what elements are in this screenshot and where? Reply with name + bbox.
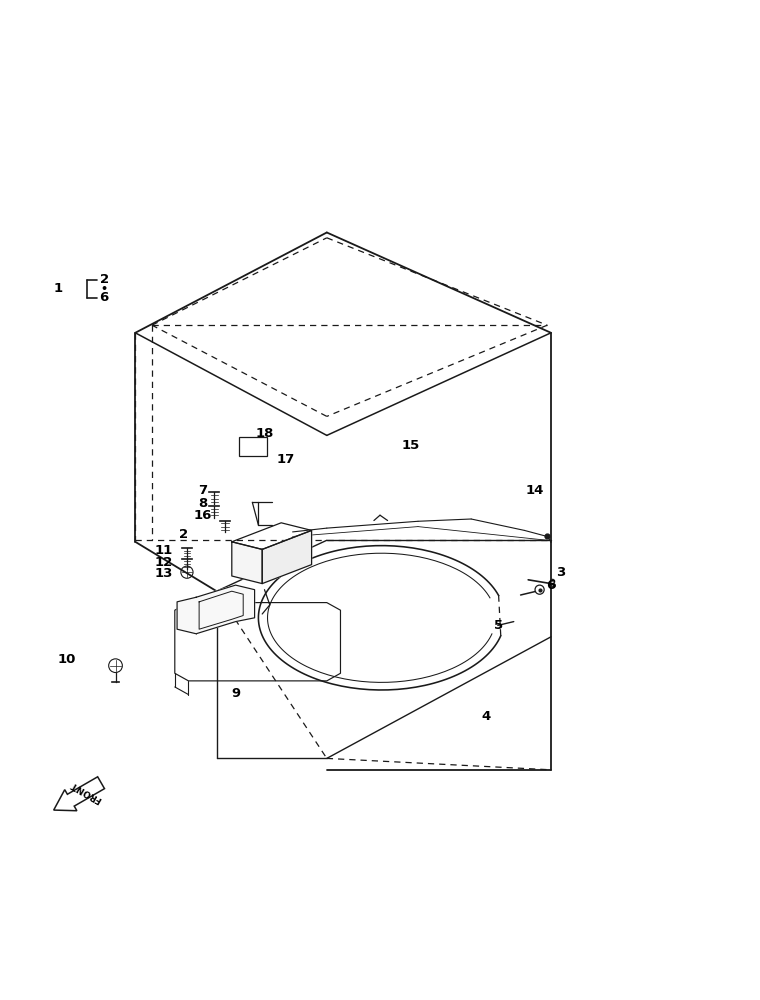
Text: •: • <box>100 284 108 294</box>
Text: 16: 16 <box>194 509 212 522</box>
Polygon shape <box>262 530 312 584</box>
Text: 2: 2 <box>100 273 109 286</box>
Text: 8: 8 <box>198 497 207 510</box>
Text: 1: 1 <box>53 282 62 295</box>
Text: 12: 12 <box>154 556 173 569</box>
Text: 4: 4 <box>482 710 491 723</box>
Polygon shape <box>54 777 105 811</box>
Polygon shape <box>232 542 262 584</box>
Text: 13: 13 <box>154 567 173 580</box>
Text: 2: 2 <box>179 528 188 541</box>
Text: 5: 5 <box>494 619 503 632</box>
Text: 17: 17 <box>277 453 295 466</box>
Polygon shape <box>177 585 255 634</box>
Circle shape <box>535 585 544 594</box>
Text: 6: 6 <box>546 579 556 592</box>
Text: 15: 15 <box>402 439 420 452</box>
Bar <box>239 437 267 456</box>
Text: FRONT: FRONT <box>68 779 103 804</box>
Text: 14: 14 <box>525 484 543 497</box>
Text: 10: 10 <box>58 653 76 666</box>
Text: 11: 11 <box>154 544 173 557</box>
Text: 18: 18 <box>255 427 274 440</box>
Text: 9: 9 <box>231 687 240 700</box>
Text: 6: 6 <box>100 291 109 304</box>
Text: 7: 7 <box>198 484 207 497</box>
Text: 3: 3 <box>556 566 565 579</box>
